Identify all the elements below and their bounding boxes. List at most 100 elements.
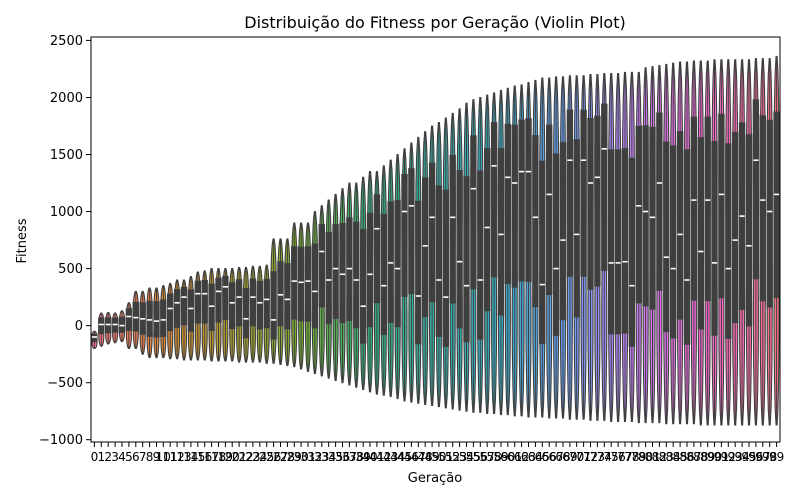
x-tick-label-4: 4: [118, 450, 126, 464]
y-tick-label-0: 0: [75, 319, 83, 334]
x-tick-label-3: 3: [111, 450, 119, 464]
x-tick-label-14: 14: [183, 450, 198, 464]
x-tick-label-6: 6: [132, 450, 140, 464]
x-tick-label-99: 99: [769, 450, 784, 464]
x-tick-label-72: 72: [583, 450, 598, 464]
x-tick-label-90: 90: [707, 450, 722, 464]
x-tick-label-24: 24: [252, 450, 267, 464]
x-tick-label-65: 65: [535, 450, 550, 464]
x-tick-label-77: 77: [617, 450, 632, 464]
y-axis: −1000 −500 0 500 1000 1500 2000 2500: [39, 34, 91, 448]
x-tick-label-94: 94: [734, 450, 749, 464]
x-tick-label-63: 63: [521, 450, 536, 464]
x-tick-label-28: 28: [280, 450, 295, 464]
x-tick-label-64: 64: [528, 450, 543, 464]
x-tick-label-96: 96: [748, 450, 763, 464]
x-tick-label-43: 43: [383, 450, 398, 464]
x-tick-label-85: 85: [672, 450, 687, 464]
x-tick-label-75: 75: [604, 450, 619, 464]
x-tick-label-59: 59: [493, 450, 508, 464]
x-tick-label-92: 92: [721, 450, 736, 464]
x-tick-label-21: 21: [231, 450, 246, 464]
x-tick-label-30: 30: [293, 450, 308, 464]
x-tick-label-60: 60: [500, 450, 515, 464]
x-tick-label-36: 36: [335, 450, 350, 464]
x-tick-label-48: 48: [418, 450, 433, 464]
x-tick-label-18: 18: [211, 450, 226, 464]
x-tick-label-27: 27: [273, 450, 288, 464]
y-tick-label-2500: 2500: [50, 34, 83, 49]
x-tick-label-2: 2: [104, 450, 112, 464]
x-tick-label-37: 37: [342, 450, 357, 464]
x-tick-label-1: 1: [97, 450, 105, 464]
x-tick-label-93: 93: [728, 450, 743, 464]
violins-layer: [91, 55, 780, 426]
x-tick-label-7: 7: [139, 450, 147, 464]
x-tick-label-25: 25: [259, 450, 274, 464]
y-tick-label--1000: −1000: [39, 433, 83, 448]
y-axis-label: Fitness: [15, 218, 30, 263]
x-tick-label-71: 71: [576, 450, 591, 464]
x-tick-label-13: 13: [176, 450, 191, 464]
x-tick-label-57: 57: [480, 450, 495, 464]
x-tick-label-47: 47: [411, 450, 426, 464]
x-tick-label-16: 16: [197, 450, 212, 464]
x-tick-label-40: 40: [362, 450, 377, 464]
x-tick-label-23: 23: [245, 450, 260, 464]
x-tick-label-89: 89: [700, 450, 715, 464]
x-tick-label-50: 50: [431, 450, 446, 464]
x-tick-label-0: 0: [91, 450, 99, 464]
x-tick-label-39: 39: [356, 450, 371, 464]
x-axis: 0 1 2 3 4 5 6 7 8 9101112131415161718192021222324…: [91, 442, 784, 464]
x-tick-label-67: 67: [548, 450, 563, 464]
x-tick-label-56: 56: [473, 450, 488, 464]
x-tick-label-86: 86: [679, 450, 694, 464]
x-tick-label-17: 17: [204, 450, 219, 464]
x-tick-label-84: 84: [666, 450, 681, 464]
x-tick-label-53: 53: [452, 450, 467, 464]
y-tick-label-2000: 2000: [50, 91, 83, 106]
x-tick-label-73: 73: [590, 450, 605, 464]
x-tick-label-54: 54: [459, 450, 474, 464]
x-tick-label-91: 91: [714, 450, 729, 464]
x-tick-label-81: 81: [645, 450, 660, 464]
x-tick-label-82: 82: [652, 450, 667, 464]
x-tick-label-74: 74: [597, 450, 612, 464]
x-tick-label-5: 5: [125, 450, 133, 464]
x-tick-label-61: 61: [507, 450, 522, 464]
x-tick-label-95: 95: [741, 450, 756, 464]
x-tick-label-35: 35: [328, 450, 343, 464]
x-tick-label-49: 49: [424, 450, 439, 464]
x-tick-label-42: 42: [376, 450, 391, 464]
x-tick-label-70: 70: [569, 450, 584, 464]
chart-title: Distribuição do Fitness por Geração (Vio…: [244, 13, 625, 32]
x-tick-label-46: 46: [404, 450, 419, 464]
x-tick-label-8: 8: [146, 450, 154, 464]
y-tick-label-1500: 1500: [50, 148, 83, 163]
x-tick-label-83: 83: [659, 450, 674, 464]
x-tick-label-29: 29: [287, 450, 302, 464]
x-tick-label-11: 11: [163, 450, 178, 464]
x-axis-label: Geração: [408, 471, 462, 486]
x-tick-label-68: 68: [555, 450, 570, 464]
x-tick-label-88: 88: [693, 450, 708, 464]
x-tick-label-31: 31: [300, 450, 315, 464]
y-tick-label-1000: 1000: [50, 205, 83, 220]
x-tick-label-33: 33: [314, 450, 329, 464]
x-tick-label-38: 38: [349, 450, 364, 464]
x-tick-label-79: 79: [631, 450, 646, 464]
x-tick-label-80: 80: [638, 450, 653, 464]
x-tick-label-66: 66: [542, 450, 557, 464]
x-tick-label-19: 19: [218, 450, 233, 464]
x-tick-label-12: 12: [169, 450, 184, 464]
x-tick-label-41: 41: [369, 450, 384, 464]
x-tick-label-20: 20: [225, 450, 240, 464]
x-tick-label-62: 62: [514, 450, 529, 464]
x-tick-label-32: 32: [307, 450, 322, 464]
y-tick-label--500: −500: [47, 376, 83, 391]
x-tick-label-22: 22: [238, 450, 253, 464]
x-tick-label-34: 34: [321, 450, 336, 464]
x-tick-label-69: 69: [562, 450, 577, 464]
